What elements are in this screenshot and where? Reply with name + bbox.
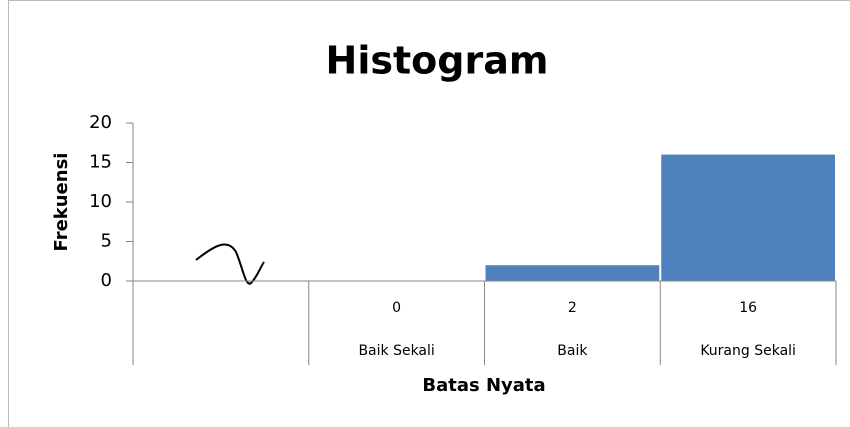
value-label: 16 — [739, 300, 757, 316]
x-tick-label: Baik Sekali — [358, 343, 434, 359]
chart-title: Histogram — [326, 39, 549, 83]
axis-break — [195, 243, 265, 285]
value-label: 0 — [392, 300, 401, 316]
x-axis-label: Batas Nyata — [422, 375, 545, 396]
y-tick-label: 20 — [89, 112, 112, 133]
bar — [661, 154, 835, 281]
y-tick-label: 10 — [89, 191, 112, 212]
y-tick-label: 0 — [101, 270, 112, 291]
x-tick-label: Kurang Sekali — [700, 343, 796, 359]
y-tick-label: 15 — [89, 152, 112, 173]
bar — [485, 265, 660, 281]
value-label: 2 — [568, 300, 577, 316]
y-tick-label: 5 — [101, 231, 112, 252]
x-tick-label: Baik — [557, 343, 588, 359]
y-axis-label: Frekuensi — [51, 153, 72, 252]
